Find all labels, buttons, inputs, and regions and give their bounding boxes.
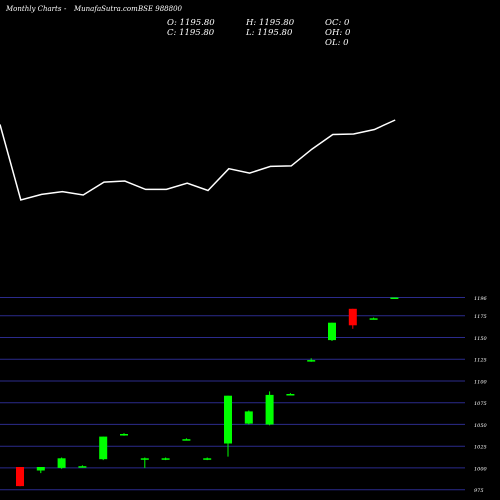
- close-value: C: 1195.80: [167, 28, 215, 38]
- candlestick-chart: [16, 297, 399, 487]
- y-tick-label: 1100: [474, 380, 488, 386]
- candle-body: [57, 458, 66, 468]
- symbol-label: BSE 988800: [138, 5, 182, 13]
- line-chart: [0, 119, 396, 201]
- open-value: O: 1195.80: [167, 18, 215, 28]
- candle-body: [224, 395, 232, 444]
- high-value: H: 1195.80: [246, 18, 295, 28]
- y-tick-label: 1050: [474, 423, 488, 429]
- candle-body: [36, 467, 45, 471]
- ol-value: OL: 0: [325, 38, 349, 48]
- oh-value: OH: 0: [325, 28, 351, 38]
- candle-body: [99, 436, 108, 460]
- chart-title: Monthly Charts: [6, 5, 62, 13]
- candle-body: [244, 411, 253, 424]
- candle-body: [369, 318, 378, 320]
- y-axis-labels: 1196 1175 1150 1125 1100 1075 1050 1025 1000 975: [474, 296, 488, 494]
- candle-body: [78, 466, 87, 468]
- candle-body: [203, 458, 212, 460]
- low-value: L: 1195.80: [246, 28, 293, 38]
- y-tick-label: 1125: [474, 358, 487, 364]
- grid-lines: [0, 297, 465, 491]
- price-line: [0, 119, 396, 201]
- y-tick-label: 1150: [474, 336, 488, 342]
- candle-body: [286, 394, 295, 396]
- candle-body: [120, 434, 128, 436]
- y-tick-label: 1075: [474, 401, 487, 407]
- y-tick-label: 1196: [474, 296, 488, 302]
- oc-value: OC: 0: [325, 18, 350, 28]
- brand-name: MunafaSutra.com: [74, 5, 138, 13]
- candle-body: [348, 308, 357, 326]
- candle-body: [182, 439, 191, 441]
- y-tick-label: 1175: [474, 314, 487, 320]
- candle-body: [390, 297, 399, 299]
- candle-body: [307, 360, 316, 362]
- candle-body: [265, 394, 274, 425]
- candle-body: [328, 322, 336, 341]
- y-tick-label: 1000: [474, 466, 488, 472]
- y-tick-label: 1025: [474, 445, 487, 451]
- candle-body: [161, 458, 170, 460]
- title-separator: -: [64, 5, 67, 13]
- y-tick-label: 975: [474, 488, 484, 494]
- candle-body: [16, 467, 24, 487]
- candle-body: [140, 458, 149, 460]
